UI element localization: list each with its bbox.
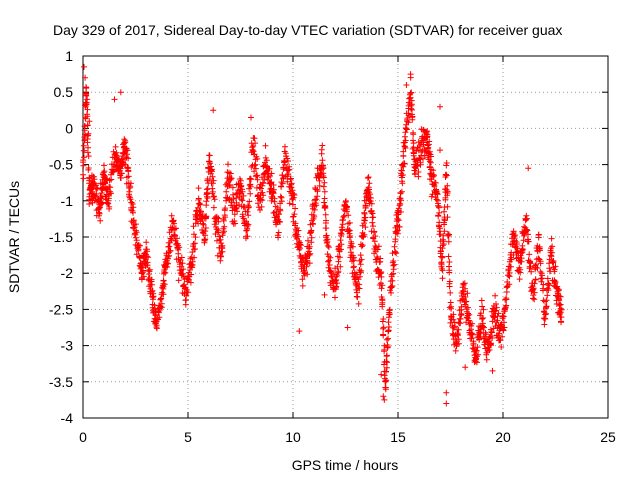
x-tick-label: 5: [184, 429, 192, 445]
data-points: [80, 63, 565, 407]
y-tick-label: 1: [65, 48, 73, 64]
y-tick-label: 0: [65, 120, 73, 136]
y-tick-label: -2: [61, 265, 74, 281]
x-tick-label: 25: [600, 429, 616, 445]
y-tick-label: -0.5: [49, 157, 73, 173]
scatter-point-markers: [80, 63, 565, 407]
y-tick-label: -3: [61, 338, 74, 354]
y-tick-label: -2.5: [49, 301, 73, 317]
x-tick-label: 20: [495, 429, 511, 445]
x-tick-label: 0: [79, 429, 87, 445]
y-axis-label: SDTVAR / TECUs: [6, 181, 22, 293]
y-tick-label: -3.5: [49, 374, 73, 390]
chart-title: Day 329 of 2017, Sidereal Day-to-day VTE…: [53, 22, 562, 38]
y-tick-label: 0.5: [54, 84, 74, 100]
x-tick-label: 10: [285, 429, 301, 445]
y-tick-label: -1.5: [49, 229, 73, 245]
x-axis-label: GPS time / hours: [292, 457, 399, 473]
axis-ticks: -4-3.5-3-2.5-2-1.5-1-0.500.510 5 10 15 20 25: [49, 48, 616, 445]
y-tick-label: -1: [61, 193, 74, 209]
x-tick-label: 15: [390, 429, 406, 445]
y-tick-label: -4: [61, 410, 74, 426]
